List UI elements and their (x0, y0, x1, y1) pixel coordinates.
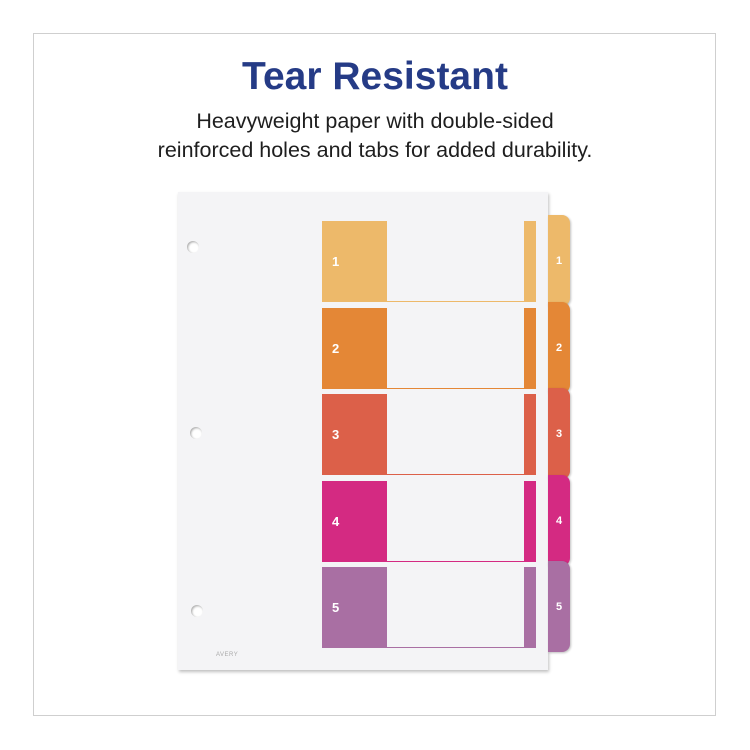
subtitle-line: Heavyweight paper with double-sided (196, 109, 554, 133)
color-strip (524, 308, 536, 389)
divider-page: AVERY 1 2 3 4 5 (178, 192, 548, 670)
color-strip (524, 567, 536, 648)
tab-number: 1 (555, 254, 563, 267)
tab-4[interactable]: 4 (548, 475, 570, 566)
row-line (387, 300, 524, 302)
color-block: 5 (322, 567, 387, 648)
tab-row-1: 1 (322, 221, 536, 302)
headline: Tear Resistant (242, 55, 508, 98)
color-strip (524, 394, 536, 475)
color-block: 4 (322, 481, 387, 562)
punch-hole (190, 427, 202, 439)
color-strip (524, 481, 536, 562)
row-line (387, 387, 524, 389)
row-number: 1 (332, 254, 340, 269)
tab-row-5: 5 (322, 567, 536, 648)
tab-row-4: 4 (322, 481, 536, 562)
tab-number: 5 (555, 600, 563, 613)
tab-1[interactable]: 1 (548, 215, 570, 306)
color-block: 1 (322, 221, 387, 302)
tab-row-3: 3 (322, 394, 536, 475)
punch-hole (191, 605, 203, 617)
tab-2[interactable]: 2 (548, 302, 570, 393)
row-number: 3 (332, 427, 340, 442)
tab-row-2: 2 (322, 308, 536, 389)
row-number: 4 (332, 514, 340, 529)
subtitle-line: reinforced holes and tabs for added dura… (157, 138, 593, 162)
row-line (387, 473, 524, 475)
tab-number: 4 (555, 514, 563, 527)
tab-5[interactable]: 5 (548, 561, 570, 652)
subtitle: Heavyweight paper with double-sided rein… (0, 107, 750, 165)
row-line (387, 646, 524, 648)
tab-number: 3 (555, 427, 563, 440)
tab-number: 2 (555, 341, 563, 354)
row-number: 5 (332, 600, 340, 615)
color-strip (524, 221, 536, 302)
punch-hole (187, 241, 199, 253)
row-line (387, 560, 524, 562)
avery-logo: AVERY (216, 652, 239, 658)
color-block: 3 (322, 394, 387, 475)
row-number: 2 (332, 341, 340, 356)
color-block: 2 (322, 308, 387, 389)
tab-3[interactable]: 3 (548, 388, 570, 479)
